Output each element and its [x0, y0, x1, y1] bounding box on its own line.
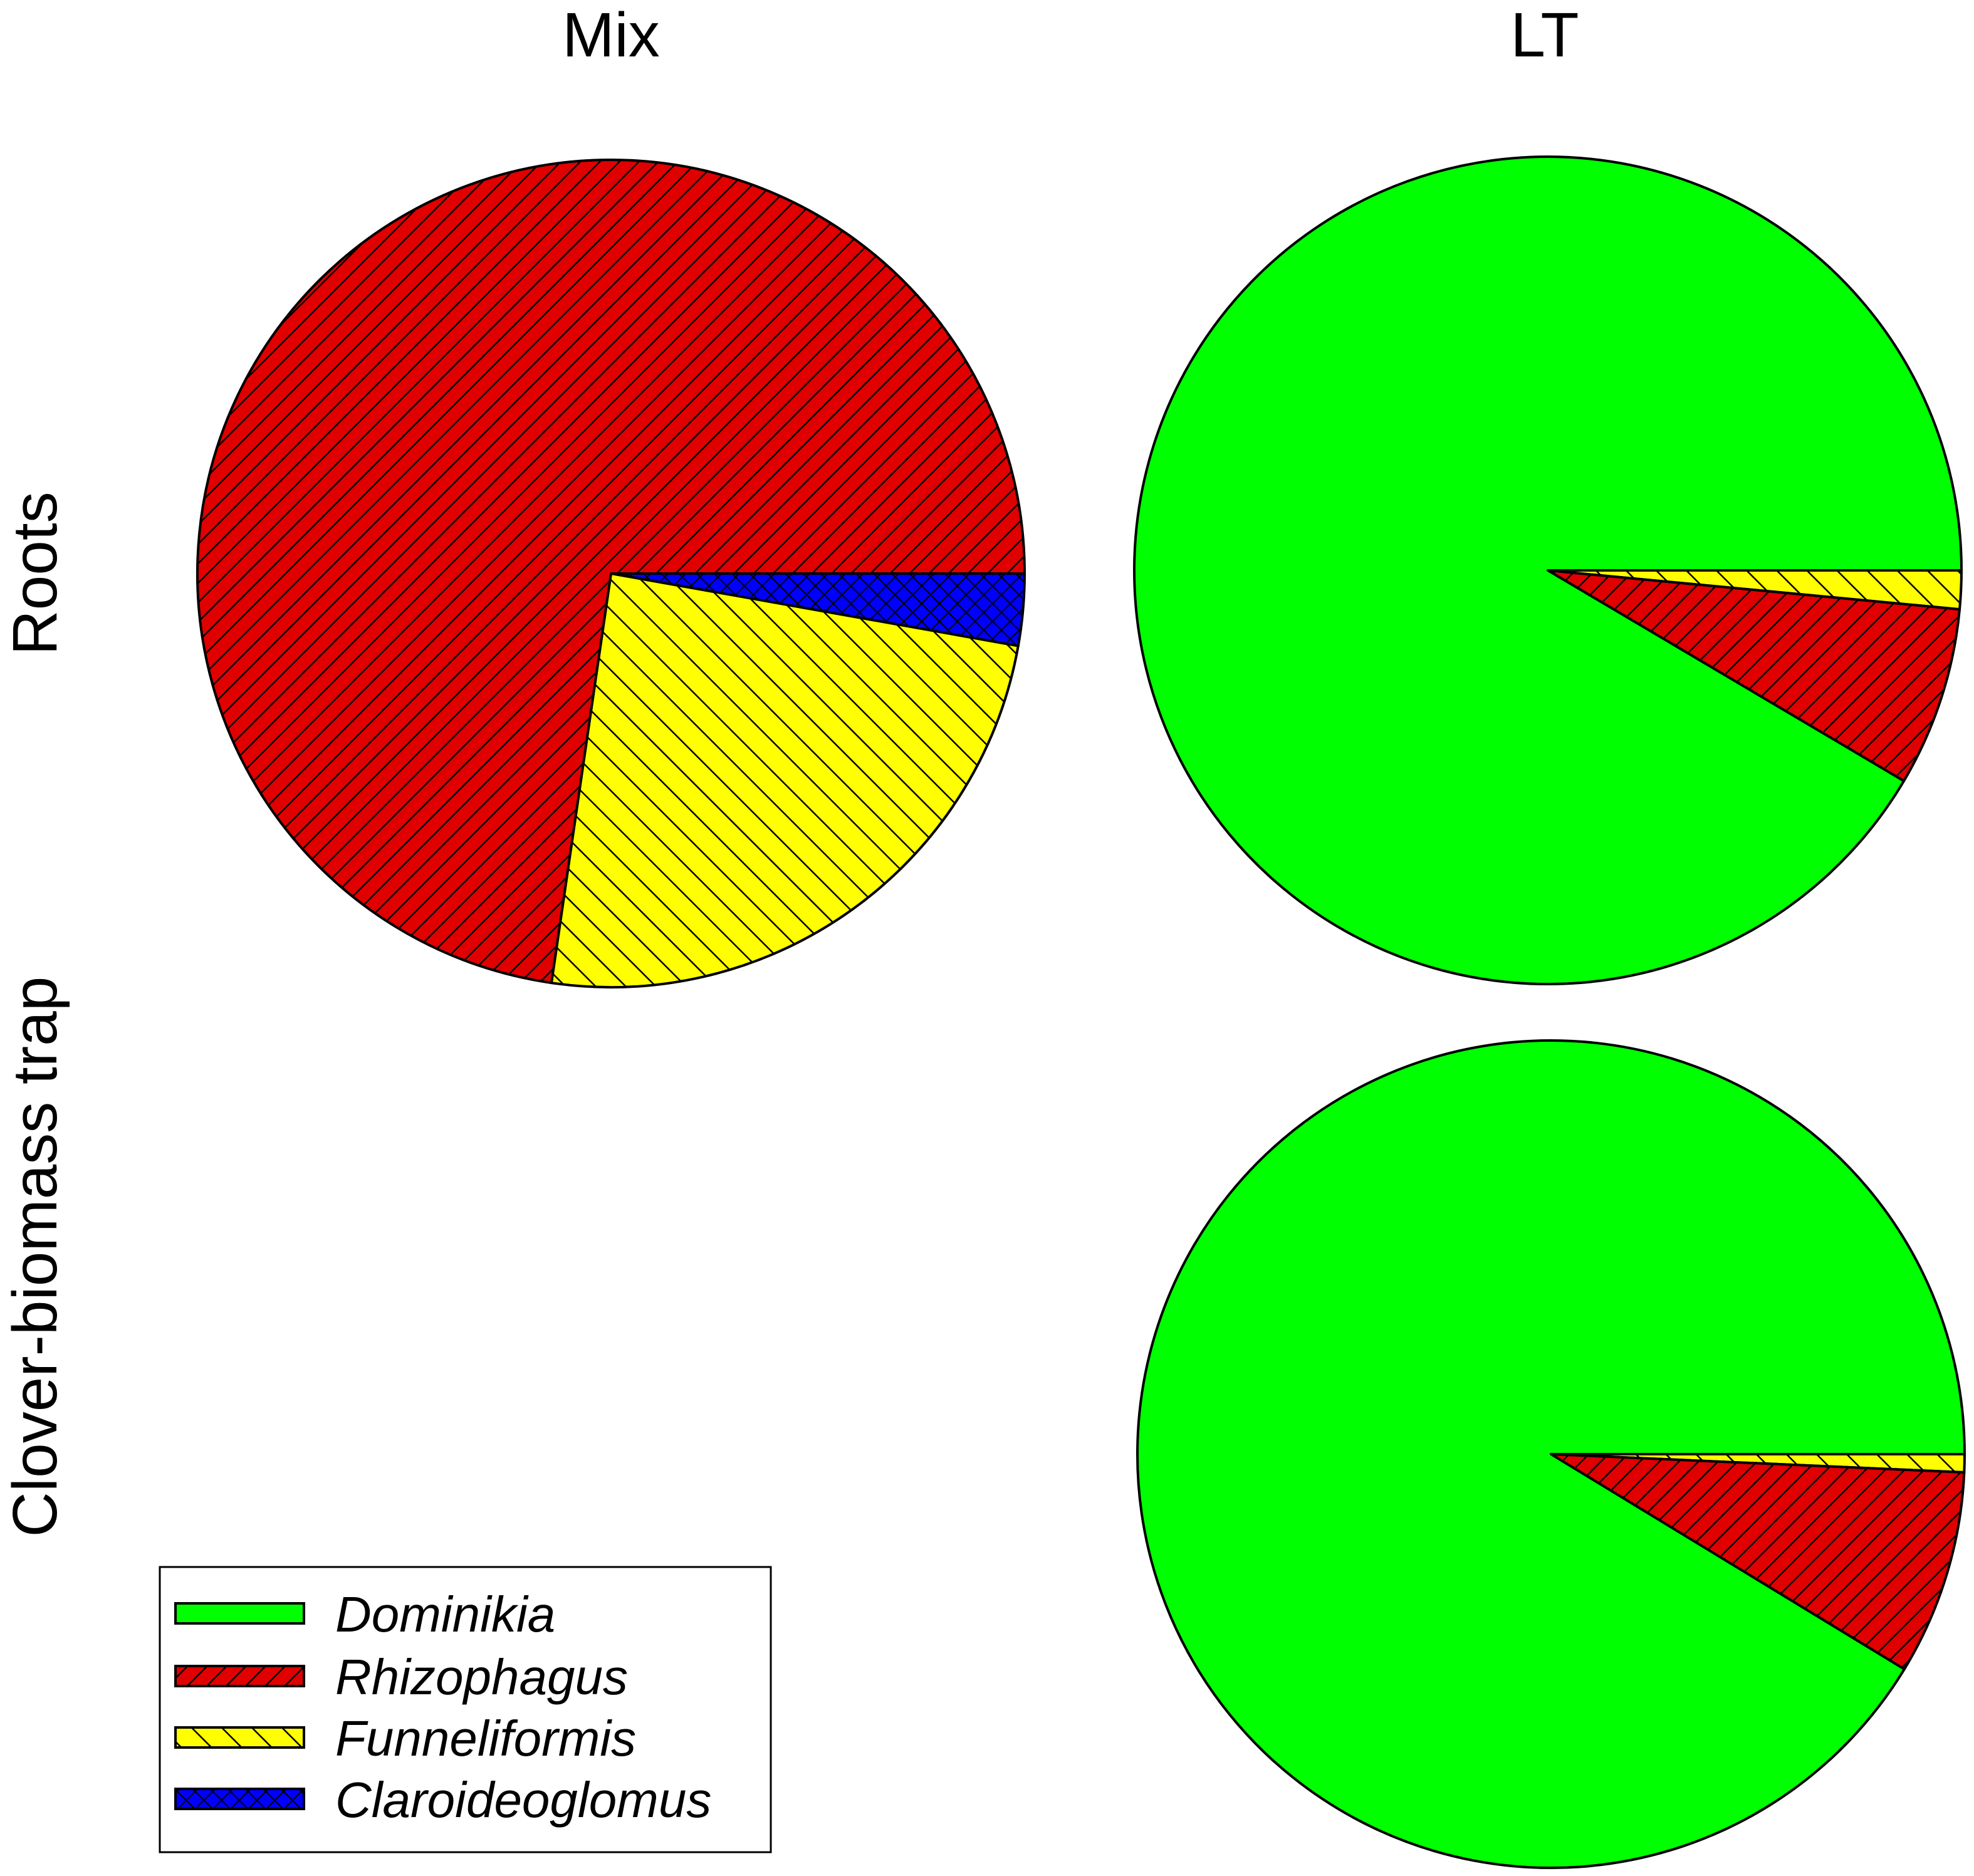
row-label-clover-biomass-trap: Clover-biomass trap: [0, 977, 70, 1538]
legend-swatch-funneliformis: [174, 1726, 305, 1749]
legend-swatch-dominikia: [174, 1602, 305, 1625]
pie-slice-mix-roots-rhizophagus: [196, 159, 1026, 985]
pie-slice-lt-roots-rhizophagus: [1547, 569, 1961, 782]
legend: Dominikia Rhizophagus Funneliformis Clar…: [159, 1566, 772, 1853]
pie-lt-clover-biomass-trap: [1136, 1039, 1966, 1869]
legend-swatch-rhizophagus: [174, 1665, 305, 1687]
legend-label-claroideoglomus: Claroideoglomus: [335, 1772, 711, 1828]
pie-slice-lt-clover-biomass-trap-rhizophagus: [1550, 1453, 1966, 1671]
legend-swatch-claroideoglomus: [174, 1788, 305, 1810]
pie-lt-roots: [1133, 155, 1963, 985]
legend-label-rhizophagus: Rhizophagus: [335, 1649, 628, 1705]
pie-slice-lt-roots-dominikia: [1133, 155, 1963, 985]
column-label-mix: Mix: [562, 0, 660, 70]
column-label-lt: LT: [1510, 0, 1579, 70]
pie-slice-lt-clover-biomass-trap-dominikia: [1136, 1039, 1966, 1869]
legend-label-funneliformis: Funneliformis: [335, 1711, 636, 1766]
row-label-roots: Roots: [0, 491, 70, 655]
pie-mix-roots: [196, 159, 1026, 988]
legend-label-dominikia: Dominikia: [335, 1586, 555, 1642]
pie-slice-mix-roots-funneliformis: [550, 572, 1020, 988]
